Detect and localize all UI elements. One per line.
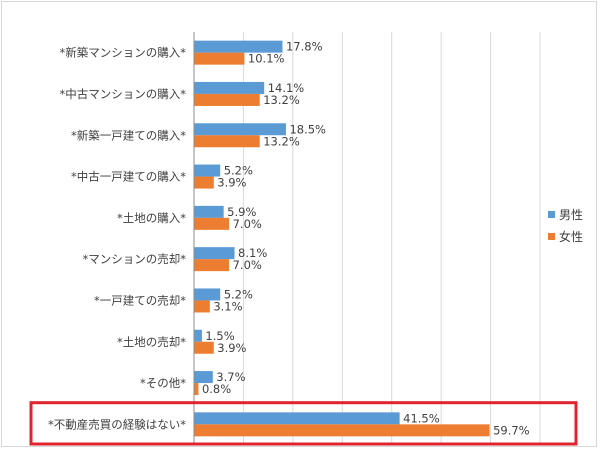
- data-label: 14.1%: [268, 81, 305, 95]
- data-label: 17.8%: [286, 40, 323, 54]
- data-label: 59.7%: [493, 423, 530, 437]
- bar-female: [194, 176, 214, 189]
- data-label: 13.2%: [263, 134, 300, 148]
- legend-swatch: [548, 211, 555, 218]
- data-label: 3.1%: [213, 299, 242, 313]
- category-label: *中古一戸建ての購入*: [71, 170, 186, 184]
- bar-male: [194, 164, 221, 177]
- bar-male: [194, 329, 202, 342]
- bar-male: [194, 40, 283, 53]
- data-label: 5.9%: [227, 205, 256, 219]
- category-labels: *新築マンションの購入* *中古マンションの購入* *新築一戸建ての購入* *中古一戸…: [48, 46, 186, 432]
- data-label: 13.2%: [263, 93, 300, 107]
- bar-female: [194, 259, 230, 272]
- legend-label: 女性: [559, 229, 583, 244]
- legend-label: 男性: [559, 208, 583, 222]
- data-label: 5.2%: [224, 164, 253, 178]
- data-label: 8.1%: [238, 246, 267, 260]
- category-label: *一戸建ての売却*: [94, 293, 186, 307]
- bar-female: [194, 217, 230, 230]
- bar-male: [194, 81, 265, 94]
- bar-female: [194, 383, 199, 396]
- bar-male: [194, 123, 286, 136]
- category-label: *新築マンションの購入*: [60, 46, 187, 60]
- highlight-box: [29, 401, 578, 446]
- bar-male: [194, 371, 213, 384]
- gridlines: [193, 32, 541, 445]
- data-label: 3.9%: [217, 341, 246, 355]
- data-label: 1.5%: [205, 329, 234, 343]
- bar-female: [194, 424, 490, 437]
- bars: [194, 40, 490, 437]
- data-label: 5.2%: [224, 287, 253, 301]
- data-label: 10.1%: [248, 52, 285, 66]
- bar-male: [194, 205, 224, 218]
- bar-female: [194, 135, 260, 148]
- category-label: *土地の購入*: [117, 211, 186, 225]
- category-label: *土地の売却*: [117, 335, 186, 349]
- bar-male: [194, 247, 235, 260]
- data-label: 3.7%: [216, 370, 245, 384]
- data-label: 3.9%: [217, 176, 246, 190]
- bar-female: [194, 93, 260, 106]
- data-label: 0.8%: [202, 382, 231, 396]
- category-label: *マンションの売却*: [83, 252, 187, 266]
- data-label: 18.5%: [289, 122, 326, 136]
- legend-swatch: [548, 233, 555, 240]
- category-label: *新築一戸建ての購入*: [71, 128, 186, 142]
- bar-male: [194, 288, 221, 301]
- bar-female: [194, 300, 210, 313]
- category-label: *その他*: [140, 376, 186, 390]
- bar-male: [194, 412, 400, 425]
- data-label: 7.0%: [233, 258, 262, 272]
- data-label: 7.0%: [233, 217, 262, 231]
- data-labels: 17.8%10.1%14.1%13.2%18.5%13.2%5.2%3.9%5.…: [202, 40, 530, 438]
- category-label: *不動産売買の経験はない*: [48, 417, 186, 431]
- category-label: *中古マンションの購入*: [60, 87, 187, 101]
- data-label: 41.5%: [403, 411, 440, 425]
- bar-female: [194, 341, 214, 354]
- bar-female: [194, 52, 245, 65]
